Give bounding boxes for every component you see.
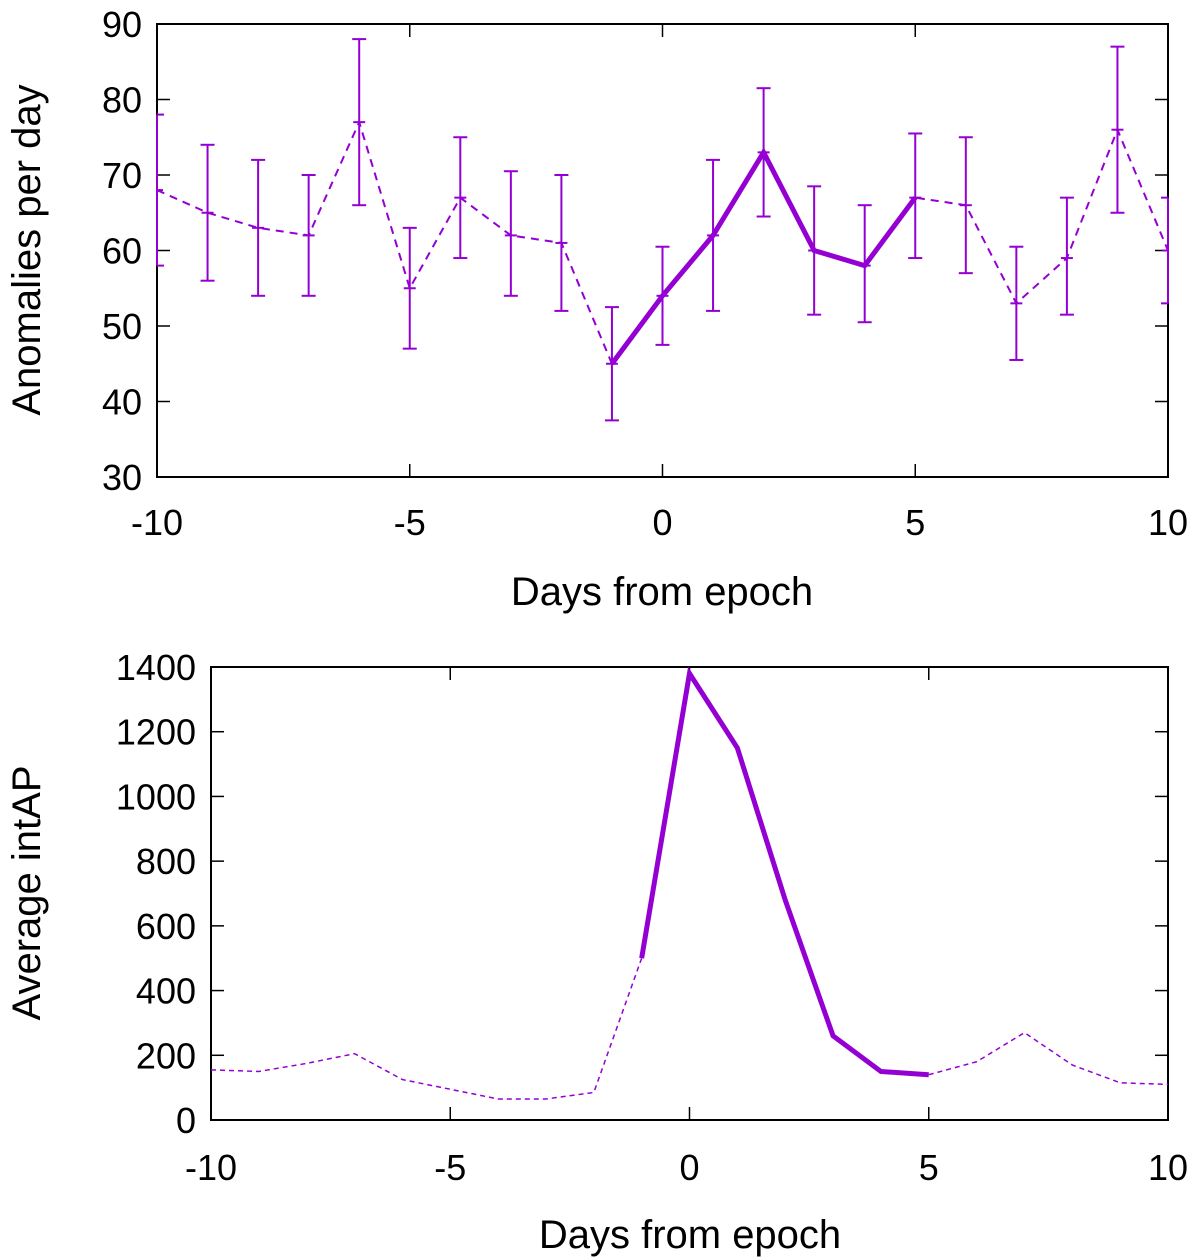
bottom-series-solid <box>639 666 929 1078</box>
top-y-tick-label: 60 <box>102 231 142 272</box>
top-y-tick-label: 80 <box>102 80 142 121</box>
top-series-solid <box>609 147 918 366</box>
top-x-tick-label: 10 <box>1148 502 1188 543</box>
bottom-plot-frame <box>210 666 1169 1121</box>
bottom-x-tick-label: 0 <box>679 1147 699 1188</box>
bottom-x-tick-label: 5 <box>919 1147 939 1188</box>
bottom-y-tick-label: 200 <box>136 1035 196 1076</box>
bottom-y-tick-label: 1000 <box>116 776 196 817</box>
bottom-y-axis-label: Average intAP <box>5 766 49 1021</box>
bottom-x-tick-label: -10 <box>185 1147 237 1188</box>
top-y-tick-label: 30 <box>102 457 142 498</box>
top-y-tick-label: 70 <box>102 155 142 196</box>
bottom-x-axis-label: Days from epoch <box>539 1213 841 1257</box>
bottom-x-tick-label: -5 <box>434 1147 466 1188</box>
bottom-series-dashed <box>210 957 643 1100</box>
bottom-y-tick-label: 600 <box>136 906 196 947</box>
top-x-tick-label: 0 <box>652 502 672 543</box>
bottom-y-tick-label: 0 <box>176 1100 196 1141</box>
bottom-y-tick-label: 1400 <box>116 647 196 688</box>
top-y-tick-label: 40 <box>102 382 142 423</box>
bottom-y-tick-label: 1200 <box>116 712 196 753</box>
bottom-x-tick-label: 10 <box>1148 1147 1188 1188</box>
bottom-y-tick-label: 400 <box>136 971 196 1012</box>
top-y-tick-label: 50 <box>102 306 142 347</box>
top-y-tick-label: 90 <box>102 4 142 45</box>
top-x-tick-label: -5 <box>394 502 426 543</box>
bottom-chart: -10 -5 0 5 10 0 200 400 600 800 1000 1200 1400 Days … <box>5 647 1188 1257</box>
top-x-tick-label: 5 <box>905 502 925 543</box>
top-series-dashed <box>156 119 1169 366</box>
top-x-tick-label: -10 <box>131 502 183 543</box>
top-x-axis-label: Days from epoch <box>511 570 813 614</box>
bottom-y-tick-label: 800 <box>136 841 196 882</box>
bottom-series-dashed-tail <box>928 1031 1169 1086</box>
top-y-axis-label: Anomalies per day <box>5 84 49 415</box>
